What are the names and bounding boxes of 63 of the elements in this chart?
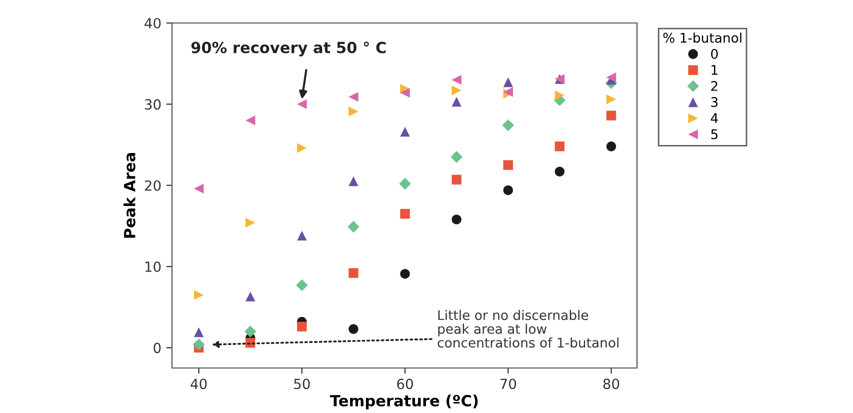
point — [554, 166, 565, 176]
point — [194, 327, 204, 338]
point — [246, 116, 256, 126]
x-axis-title: Temperature (ºC) — [330, 394, 478, 410]
point — [503, 160, 513, 170]
point — [194, 290, 204, 300]
point — [297, 230, 307, 241]
y-tick-label: 30 — [144, 99, 161, 110]
x-tick-label: 40 — [190, 378, 207, 390]
annotation: 90% recovery at 50 ° C — [191, 42, 386, 56]
point — [348, 176, 358, 186]
point — [606, 110, 616, 120]
point — [348, 324, 358, 334]
point — [194, 184, 204, 194]
point — [452, 86, 462, 96]
point — [452, 74, 462, 85]
point — [452, 96, 462, 107]
point — [399, 178, 411, 190]
point — [502, 119, 514, 132]
point — [400, 208, 410, 219]
point — [503, 77, 513, 88]
point — [452, 214, 462, 224]
y-tick-label: 20 — [144, 180, 161, 191]
point — [348, 106, 358, 116]
point — [400, 88, 410, 98]
x-tick-label: 80 — [603, 378, 620, 390]
legend-label: 5 — [711, 129, 718, 140]
point — [246, 218, 256, 228]
y-axis-title: Peak Area — [124, 153, 136, 238]
point — [297, 322, 307, 332]
point — [450, 151, 462, 163]
point — [348, 92, 358, 102]
y-tick-label: 0 — [154, 342, 161, 354]
y-tick-label: 10 — [145, 262, 161, 272]
point — [606, 142, 616, 152]
point — [400, 84, 410, 94]
point — [348, 220, 360, 233]
point — [554, 142, 565, 152]
legend-label: 2 — [711, 80, 718, 91]
point — [244, 326, 256, 338]
legend-label: 4 — [710, 113, 718, 123]
annotation: Little or no discernable peak area at low concentrations of 1-butanol — [438, 310, 618, 348]
legend-title: % 1-butanol — [663, 32, 742, 43]
point — [297, 99, 307, 110]
point — [503, 185, 513, 196]
point — [348, 268, 358, 278]
point — [554, 90, 565, 100]
point — [192, 338, 205, 350]
point — [400, 126, 410, 137]
x-tick-label: 70 — [500, 378, 516, 390]
legend-label: 0 — [711, 48, 718, 59]
point — [400, 268, 410, 279]
point — [296, 279, 308, 292]
point — [606, 94, 616, 104]
x-tick-label: 60 — [397, 378, 413, 390]
point — [297, 143, 307, 153]
x-tick-label: 50 — [294, 378, 310, 390]
y-tick-label: 40 — [144, 18, 161, 28]
legend-label: 1 — [712, 65, 718, 75]
point — [606, 72, 616, 82]
point — [452, 174, 462, 185]
legend-label: 3 — [711, 97, 718, 108]
point — [246, 292, 256, 302]
